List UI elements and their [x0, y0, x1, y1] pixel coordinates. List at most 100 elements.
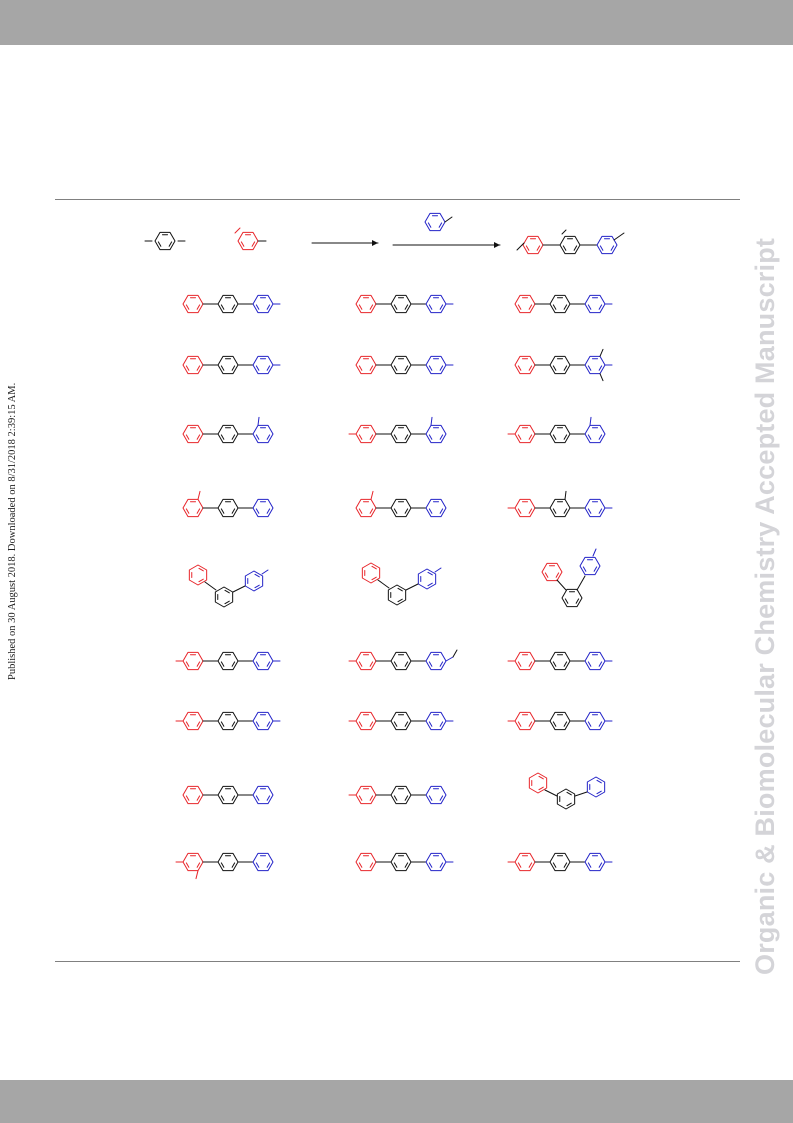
double-bond: [255, 434, 260, 440]
double-bond: [528, 862, 533, 868]
ring-blue: [584, 711, 606, 731]
double-bond: [196, 862, 201, 868]
biaryl-bond: [377, 579, 390, 589]
ring-red: [182, 294, 204, 314]
double-bond: [266, 721, 271, 727]
ring-blue: [252, 711, 274, 731]
double-bond: [220, 862, 225, 868]
ring-black: [390, 424, 412, 444]
double-bond: [220, 795, 225, 801]
double-bond: [404, 862, 409, 868]
ring-blue: [252, 424, 274, 444]
ring-red: [514, 294, 536, 314]
double-bond: [240, 241, 245, 247]
double-bond: [358, 508, 363, 514]
ring-black: [217, 355, 239, 375]
double-bond: [255, 365, 260, 371]
methyl-bond: [589, 416, 592, 426]
double-bond: [587, 661, 592, 667]
double-bond: [528, 434, 533, 440]
double-bond: [428, 434, 433, 440]
double-bond: [439, 661, 444, 667]
double-bond: [231, 508, 236, 514]
double-bond: [358, 661, 363, 667]
double-bond: [404, 795, 409, 801]
ring-black: [390, 785, 412, 805]
arene-reactant: [154, 231, 176, 251]
double-bond: [220, 661, 225, 667]
double-bond: [552, 721, 557, 727]
double-bond: [369, 434, 374, 440]
double-bond: [404, 434, 409, 440]
double-bond: [404, 508, 409, 514]
double-bond: [587, 434, 592, 440]
double-bond: [404, 304, 409, 310]
ring-blue: [252, 651, 274, 671]
double-bond: [220, 434, 225, 440]
double-bond: [198, 567, 204, 572]
double-bond: [439, 862, 444, 868]
double-bond: [185, 795, 190, 801]
double-bond: [598, 862, 603, 868]
ring-black: [549, 852, 571, 872]
double-bond: [517, 661, 522, 667]
double-bond: [231, 434, 236, 440]
double-bond: [231, 365, 236, 371]
ring-blue: [252, 498, 274, 518]
ring-black: [217, 424, 239, 444]
double-bond: [220, 721, 225, 727]
double-bond: [598, 661, 603, 667]
ring-blue: [584, 424, 606, 444]
ring-black: [217, 711, 239, 731]
ring-blue: [252, 355, 274, 375]
ring-black: [390, 711, 412, 731]
double-bond: [185, 721, 190, 727]
ethyl-bond: [445, 656, 454, 662]
double-bond: [552, 365, 557, 371]
ring-black: [390, 651, 412, 671]
double-bond: [393, 304, 398, 310]
double-bond: [573, 245, 578, 251]
ring-black: [217, 498, 239, 518]
footer-bar: [0, 1080, 793, 1123]
methyl-bond: [370, 490, 374, 500]
product-ring-blue: [596, 235, 618, 255]
double-bond: [358, 434, 363, 440]
double-bond: [427, 582, 433, 587]
double-bond: [185, 365, 190, 371]
double-bond: [439, 304, 444, 310]
ring-black: [549, 355, 571, 375]
double-bond: [369, 508, 374, 514]
reagent-ring: [424, 212, 446, 232]
substituent-bond: [561, 229, 567, 235]
double-bond: [528, 304, 533, 310]
double-bond: [255, 508, 260, 514]
double-bond: [538, 775, 544, 780]
double-bond: [393, 795, 398, 801]
methyl-bond: [261, 569, 269, 575]
double-bond: [428, 508, 433, 514]
double-bond: [427, 571, 433, 576]
product-ring-red: [522, 235, 544, 255]
double-bond: [439, 508, 444, 514]
double-bond: [563, 434, 568, 440]
ring-black: [390, 498, 412, 518]
substituent-bond: [516, 242, 525, 251]
ring-black: [390, 294, 412, 314]
ring-blue: [252, 785, 274, 805]
double-bond: [587, 862, 592, 868]
ring-red: [188, 564, 208, 586]
double-bond: [255, 862, 260, 868]
double-bond: [528, 508, 533, 514]
ring-black: [217, 651, 239, 671]
methyl-bond: [434, 567, 442, 573]
double-bond: [266, 862, 271, 868]
double-bond: [393, 508, 398, 514]
double-bond: [231, 721, 236, 727]
ring-red: [355, 852, 377, 872]
double-bond: [438, 222, 443, 228]
double-bond: [168, 241, 173, 247]
double-bond: [358, 795, 363, 801]
double-bond: [185, 508, 190, 514]
methyl-bond: [599, 348, 604, 357]
